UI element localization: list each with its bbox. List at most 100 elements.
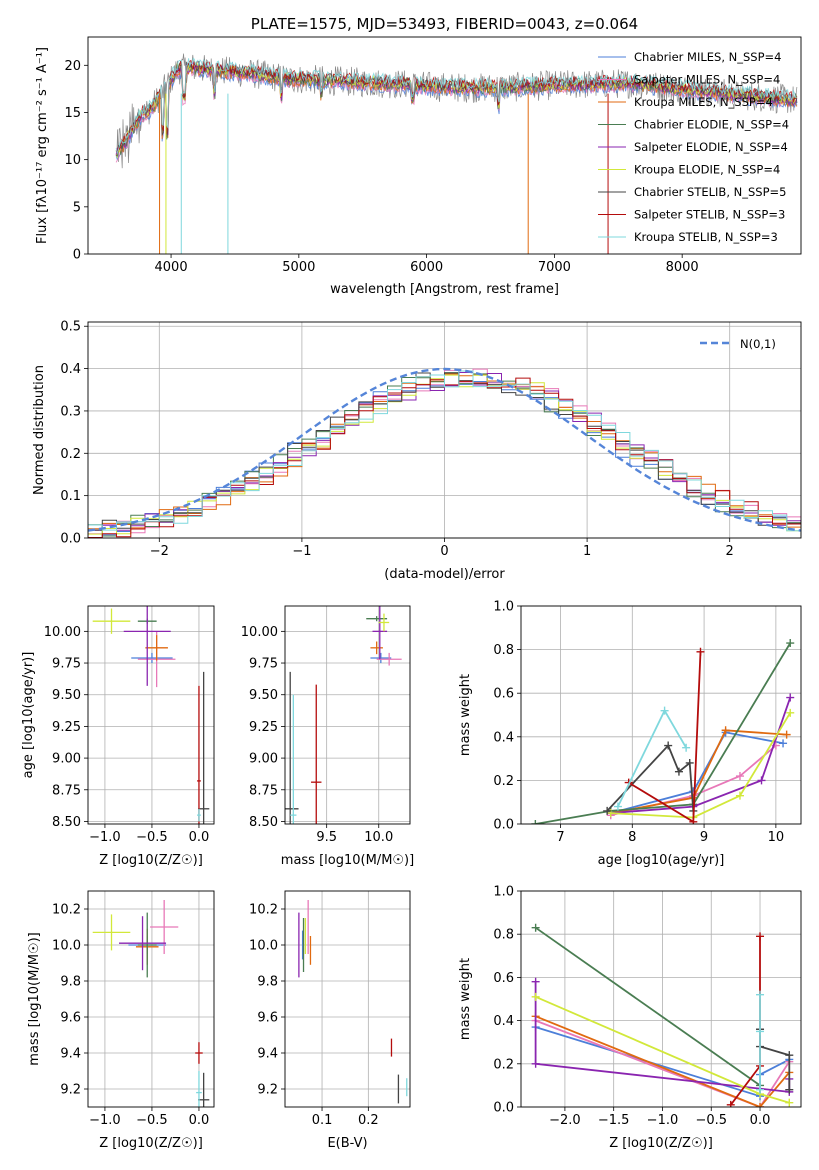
weight-marker [786, 708, 795, 717]
x-tick-label: 9.5 [316, 830, 337, 845]
legend-entry: Chabrier STELIB, N_SSP=5 [634, 185, 786, 199]
weight-marker [782, 730, 791, 739]
errorbar-chabrier-miles [131, 652, 173, 664]
chart-title: PLATE=1575, MJD=53493, FIBERID=0043, z=0… [251, 15, 638, 33]
weight-marker [726, 1100, 735, 1107]
errorbar-chabrier-elodie [137, 912, 157, 978]
weight-line-chabrier-elodie [535, 642, 791, 824]
x-axis-label: (data-model)/error [384, 567, 505, 582]
mass-vs-metallicity-panel: −1.0 −0.5 0.0 9.2 9.4 9.6 9.8 10.0 10.2 Z [log10(… [27, 890, 215, 1151]
gridlines [285, 606, 410, 824]
x-axis-label: mass [log10(M/M☉)] [281, 853, 414, 868]
axes-frame [87, 605, 215, 825]
x-tick-label: 10 [768, 830, 785, 845]
weight-marker [735, 772, 744, 781]
axes-frame [87, 36, 802, 255]
y-tick-label: 0.2 [493, 774, 514, 789]
y-tick-label: 9.50 [249, 688, 278, 703]
errorbar-kroupa-elodie [92, 608, 131, 634]
errorbar-salpeter-miles [150, 900, 179, 954]
y-tick-label: 20 [64, 59, 81, 74]
weight-marker [756, 1027, 765, 1036]
y-tick-label: 0.6 [493, 971, 514, 986]
axes-frame [87, 321, 802, 539]
y-tick-label: 0.4 [493, 1014, 514, 1029]
x-tick-label: −1 [292, 544, 311, 559]
legend-entry: Chabrier MILES, N_SSP=4 [634, 50, 781, 64]
errorbar-chabrier-miles [370, 652, 392, 664]
y-tick-label: 15 [64, 106, 81, 121]
weight-marker [531, 992, 540, 1001]
model-spectrum-kroupa-stelib [115, 57, 798, 155]
legend-entry: Salpeter STELIB, N_SSP=3 [634, 208, 785, 222]
axes-frame [284, 890, 411, 1108]
y-tick-label: 10.00 [241, 625, 278, 640]
legend-entry: Kroupa MILES, N_SSP=4 [634, 95, 773, 109]
errorbar-salpeter-elodie [119, 916, 167, 971]
errorbar-chabrier-stelib [198, 1072, 210, 1107]
weight-line-kroupa-miles [535, 1015, 790, 1107]
legend-entry: Salpeter MILES, N_SSP=4 [634, 73, 780, 87]
legend-entry: N(0,1) [740, 337, 776, 351]
gaussian-reference-curve [88, 367, 801, 532]
x-tick-label: −2 [150, 544, 169, 559]
y-tick-label: 8.50 [249, 815, 278, 830]
errorbar-kroupa-stelib [197, 808, 201, 822]
y-tick-label: 0.5 [60, 320, 81, 335]
x-tick-label: 8 [628, 830, 636, 845]
x-tick-label: −1.0 [89, 830, 121, 845]
y-tick-label: 0.2 [60, 447, 81, 462]
weight-line-kroupa-miles [610, 729, 787, 814]
x-tick-label: 6000 [410, 260, 443, 275]
y-tick-label: 0.8 [493, 643, 514, 658]
y-tick-label: 8.75 [52, 783, 81, 798]
errorbar-salpeter-stelib [195, 1042, 203, 1064]
weight-marker [531, 1059, 540, 1068]
weight-marker [785, 1098, 794, 1107]
x-tick-label: 7000 [538, 260, 571, 275]
axes-frame [284, 605, 411, 825]
x-tick-label: −1.5 [598, 1113, 630, 1128]
y-tick-label: 10.2 [52, 903, 81, 918]
y-axis-label: mass weight [458, 958, 473, 1040]
y-tick-label: 0.0 [493, 1101, 514, 1116]
weight-line-chabrier-miles [610, 731, 784, 814]
errorbar-salpeter-elodie [123, 606, 171, 686]
weight-marker [785, 1085, 794, 1094]
x-tick-label: 4000 [155, 260, 188, 275]
y-axis-label: Normed distribution [32, 365, 47, 495]
y-tick-label: 1.0 [493, 885, 514, 900]
y-axis-label: Flux [fλ10⁻¹⁷ erg cm⁻² s⁻¹ A⁻¹] [35, 47, 50, 244]
age-vs-metallicity-panel: −1.0 −0.5 0.0 8.50 8.75 9.00 9.25 9.50 9.75 10.00… [21, 605, 215, 868]
plot-area [92, 606, 210, 824]
weight-marker [531, 820, 540, 824]
weight-marker [757, 776, 766, 785]
legend-entry: Salpeter ELODIE, N_SSP=4 [634, 140, 788, 154]
x-tick-label: 0.0 [189, 1113, 210, 1128]
x-tick-label: 0.0 [189, 830, 210, 845]
mass-weight-vs-metallicity-panel: −2.0 −1.5 −1.0 −0.5 0.0 0.0 0.2 0.4 0.6 0.8 1.0 Z [… [458, 885, 802, 1151]
weight-marker [674, 767, 683, 776]
x-tick-label: −2.0 [549, 1113, 581, 1128]
x-tick-label: −1.0 [647, 1113, 679, 1128]
axes-frame [520, 605, 802, 825]
age-vs-mass-panel: 9.5 10.0 8.50 8.75 9.00 9.25 9.50 9.75 10.00 mass… [241, 605, 414, 868]
weight-marker [664, 741, 673, 750]
y-tick-label: 9.2 [257, 1083, 278, 1098]
mass-vs-ebv-panel: 0.1 0.2 9.2 9.4 9.6 9.8 10.0 10.2 E(B-V) [249, 890, 411, 1151]
x-axis-label: Z [log10(Z/Z☉)] [99, 853, 203, 868]
errorbar-kroupa-stelib [290, 694, 297, 824]
x-tick-label: 9 [700, 830, 708, 845]
x-tick-label: 5000 [282, 260, 315, 275]
y-tick-label: 0.2 [493, 1057, 514, 1072]
weight-marker [685, 758, 694, 767]
weight-marker [682, 743, 691, 752]
x-tick-label: −0.5 [136, 1113, 168, 1128]
x-tick-label: 0.1 [312, 1113, 333, 1128]
y-tick-label: 0.1 [60, 489, 81, 504]
y-tick-label: 1.0 [493, 600, 514, 615]
y-tick-label: 8.75 [249, 783, 278, 798]
plot-area [92, 900, 210, 1107]
errorbar-salpeter-stelib [311, 684, 322, 824]
x-tick-label: 2 [726, 544, 734, 559]
